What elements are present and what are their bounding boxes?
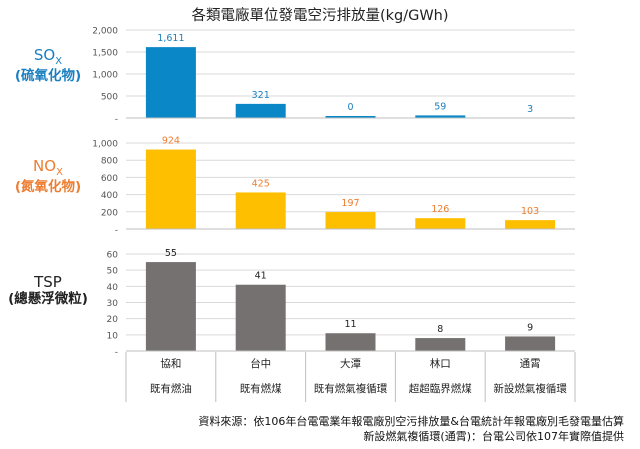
sox-data-label: 321 — [252, 90, 270, 101]
nox-data-label: 103 — [521, 206, 539, 217]
tsp-bar — [145, 262, 196, 351]
category-type-label: 新設燃氣複循環 — [493, 382, 567, 395]
nox-tick-label: 400 — [101, 191, 118, 201]
category-type-label: 既有燃煤 — [240, 382, 282, 395]
tsp-data-label: 8 — [437, 324, 443, 335]
sox-label-cn: (硫氧化物) — [14, 68, 82, 85]
sox-bar — [235, 103, 286, 118]
nox-panel-label: NOX (氮氧化物) — [0, 157, 96, 196]
sox-bar — [145, 47, 196, 119]
tsp-panel-label: TSP (總懸浮微粒) — [0, 273, 96, 308]
source-note-line2: 新設燃氣複循環(通霄)：台電公司依107年實際值提供 — [363, 430, 624, 443]
nox-bar — [235, 192, 286, 229]
sox-data-label: 0 — [347, 102, 353, 113]
sox-label-main: SOX — [33, 46, 63, 67]
tsp-data-label: 55 — [165, 248, 177, 259]
tsp-tick-label: - — [115, 348, 118, 358]
tsp-bar — [325, 333, 376, 351]
tsp-bar — [235, 284, 286, 351]
nox-tick-label: 600 — [101, 174, 118, 184]
nox-tick-label: 200 — [101, 208, 118, 218]
tsp-tick-label: 20 — [107, 315, 119, 325]
category-name-label: 台中 — [250, 357, 271, 370]
nox-data-label: 126 — [431, 204, 449, 215]
category-name-label: 通霄 — [520, 358, 541, 370]
tsp-tick-label: 10 — [107, 331, 119, 341]
nox-bar — [145, 149, 196, 229]
sox-tick-label: 2,000 — [92, 27, 118, 37]
category-type-label: 超超臨界燃煤 — [409, 382, 472, 395]
sox-panel-label: SOX (硫氧化物) — [0, 46, 96, 85]
tsp-label-cn: (總懸浮微粒) — [8, 291, 88, 308]
sox-bar — [415, 115, 466, 118]
nox-data-label: 197 — [341, 198, 359, 209]
nox-label-cn: (氮氧化物) — [14, 179, 82, 196]
nox-tick-label: - — [115, 226, 118, 236]
category-type-label: 既有燃油 — [150, 382, 192, 395]
tsp-tick-label: 40 — [107, 283, 119, 293]
nox-data-label: 924 — [162, 136, 180, 147]
sox-tick-label: 1,000 — [92, 71, 118, 81]
nox-tick-label: 800 — [101, 157, 118, 167]
tsp-tick-label: 30 — [107, 299, 119, 309]
nox-bar — [325, 212, 376, 229]
tsp-tick-label: 60 — [107, 251, 119, 261]
sox-tick-label: 1,500 — [92, 49, 118, 59]
sox-tick-label: - — [115, 115, 118, 125]
tsp-data-label: 9 — [527, 322, 533, 333]
tsp-bar — [505, 336, 556, 351]
tsp-label-main: TSP — [34, 273, 62, 291]
tsp-bar — [415, 338, 466, 351]
chart-title: 各類電廠單位發電空污排放量(kg/GWh) — [191, 8, 449, 24]
sox-data-label: 3 — [527, 104, 533, 115]
tsp-data-label: 11 — [344, 319, 356, 330]
nox-data-label: 425 — [252, 178, 270, 189]
sox-bar — [325, 116, 376, 118]
sox-data-label: 1,611 — [157, 33, 184, 44]
tsp-tick-label: 50 — [107, 267, 119, 277]
tsp-data-label: 41 — [255, 271, 267, 282]
source-note-line1: 資料來源：依106年台電電業年報電廠別空污排放量&台電統計年報電廠別毛發電量估算 — [198, 415, 624, 428]
nox-bar — [505, 220, 556, 229]
category-name-label: 協和 — [160, 357, 181, 370]
category-type-label: 既有燃氣複循環 — [314, 382, 388, 395]
category-name-label: 大潭 — [340, 357, 361, 370]
sox-data-label: 59 — [434, 101, 446, 112]
nox-label-main: NOX — [33, 157, 63, 178]
sox-tick-label: 500 — [101, 93, 118, 103]
nox-tick-label: 1,000 — [92, 140, 118, 150]
nox-bar — [415, 218, 466, 229]
category-name-label: 林口 — [430, 357, 451, 370]
